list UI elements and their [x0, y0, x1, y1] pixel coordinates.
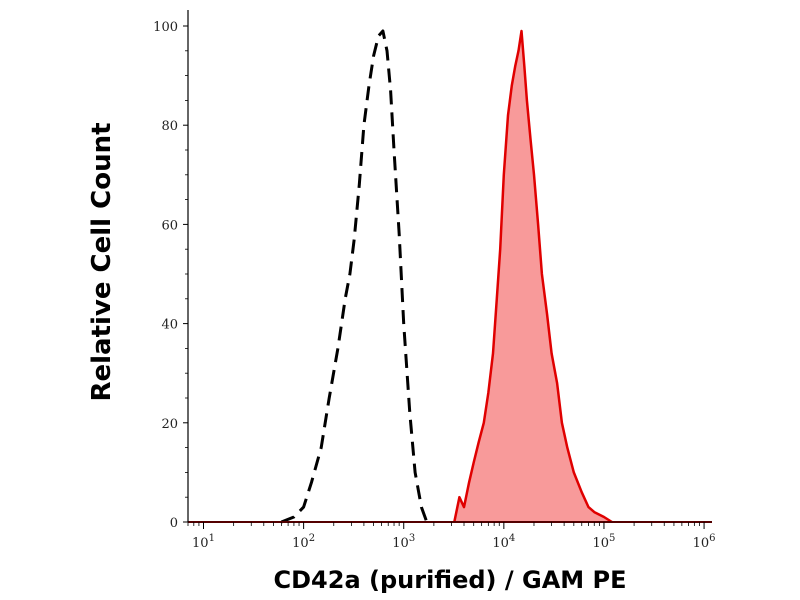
series-1-area	[454, 31, 612, 522]
x-axis-label: CD42a (purified) / GAM PE	[274, 566, 627, 594]
x-tick-label: 101	[192, 533, 215, 551]
x-tick-label: 102	[292, 533, 315, 551]
y-tick-label: 60	[161, 218, 178, 233]
x-tick-label: 105	[592, 533, 615, 551]
x-tick-label: 103	[392, 533, 415, 551]
x-tick-label: 106	[693, 533, 716, 551]
y-tick-label: 0	[170, 516, 178, 531]
y-tick-label: 100	[153, 20, 178, 35]
y-tick-label: 40	[161, 318, 178, 333]
x-tick-label: 104	[492, 533, 515, 551]
tick-layer: 0 20 40 60 80 100 101 102 103 104 105 106	[153, 20, 715, 551]
y-tick-label: 20	[161, 417, 178, 432]
y-tick-label: 80	[161, 119, 178, 134]
plot-area: 0 20 40 60 80 100 101 102 103 104 105 106	[153, 10, 716, 551]
series-layer	[188, 29, 712, 524]
y-axis-label: Relative Cell Count	[87, 122, 117, 401]
series-0-line	[280, 29, 429, 524]
series-1-line	[453, 29, 613, 524]
